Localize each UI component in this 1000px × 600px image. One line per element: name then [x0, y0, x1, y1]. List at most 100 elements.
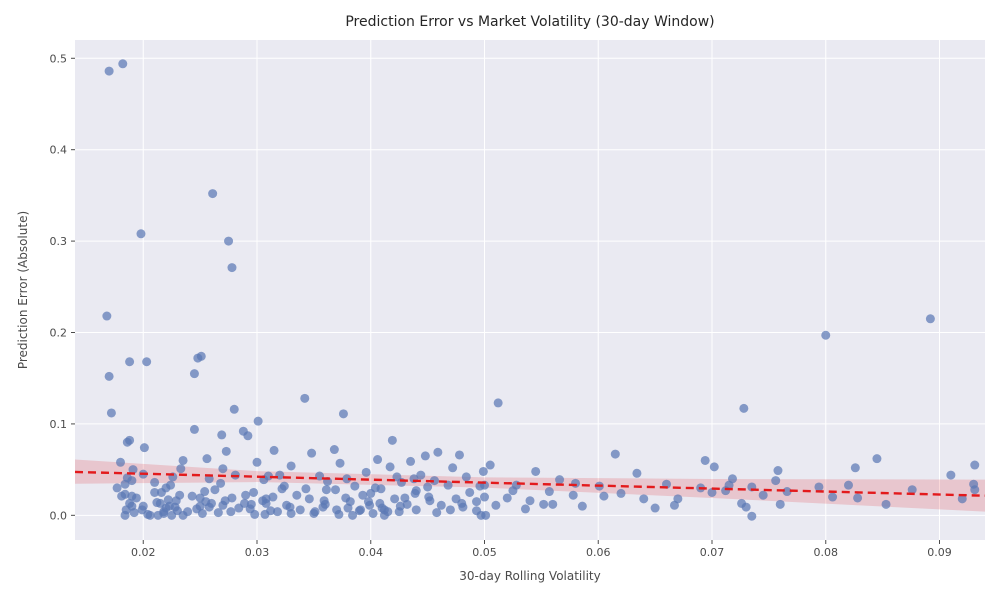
scatter-point: [105, 372, 114, 381]
scatter-point: [150, 478, 159, 487]
scatter-point: [673, 494, 682, 503]
scatter-point: [872, 454, 881, 463]
scatter-point: [821, 331, 830, 340]
scatter-point: [412, 486, 421, 495]
x-tick-label: 0.08: [814, 546, 839, 559]
y-tick-label: 0.0: [50, 509, 68, 522]
scatter-point: [270, 446, 279, 455]
scatter-point: [545, 487, 554, 496]
scatter-point: [125, 357, 134, 366]
scatter-point: [599, 492, 608, 501]
scatter-point: [494, 398, 503, 407]
scatter-point: [202, 454, 211, 463]
scatter-point: [457, 499, 466, 508]
scatter-point: [371, 483, 380, 492]
x-tick-label: 0.06: [586, 546, 611, 559]
scatter-point: [356, 505, 365, 514]
scatter-point: [844, 481, 853, 490]
scatter-point: [926, 314, 935, 323]
y-tick-label: 0.1: [50, 418, 68, 431]
scatter-point: [230, 405, 239, 414]
scatter-point: [197, 352, 206, 361]
scatter-point: [179, 456, 188, 465]
scatter-point: [383, 507, 392, 516]
scatter-point: [424, 493, 433, 502]
scatter-point: [539, 500, 548, 509]
scatter-point: [555, 475, 564, 484]
scatter-point: [162, 504, 171, 513]
scatter-point: [531, 467, 540, 476]
chart-svg: 0.020.030.040.050.060.070.080.090.00.10.…: [0, 0, 1000, 600]
scatter-point: [710, 462, 719, 471]
scatter-point: [192, 504, 201, 513]
scatter-point: [412, 505, 421, 514]
scatter-point: [217, 430, 226, 439]
scatter-point: [318, 503, 327, 512]
scatter-point: [446, 505, 455, 514]
scatter-point: [301, 484, 310, 493]
scatter-point: [771, 476, 780, 485]
scatter-point: [526, 496, 535, 505]
scatter-point: [639, 494, 648, 503]
x-tick-label: 0.09: [927, 546, 952, 559]
scatter-point: [433, 448, 442, 457]
scatter-point: [216, 479, 225, 488]
scatter-point: [486, 461, 495, 470]
scatter-point: [369, 509, 378, 518]
scatter-point: [107, 408, 116, 417]
scatter-point: [331, 485, 340, 494]
scatter-point: [243, 431, 252, 440]
scatter-point: [305, 494, 314, 503]
plot-area: [75, 40, 985, 540]
scatter-point: [346, 497, 355, 506]
scatter-point: [465, 488, 474, 497]
scatter-point: [190, 425, 199, 434]
chart-title: Prediction Error vs Market Volatility (3…: [345, 14, 714, 30]
scatter-point: [113, 483, 122, 492]
scatter-point: [416, 471, 425, 480]
scatter-point: [651, 504, 660, 513]
scatter-point: [747, 512, 756, 521]
scatter-point: [118, 59, 127, 68]
scatter-point: [152, 498, 161, 507]
scatter-point: [472, 497, 481, 506]
scatter-point: [254, 417, 263, 426]
scatter-point: [339, 409, 348, 418]
scatter-point: [776, 500, 785, 509]
scatter-point: [853, 493, 862, 502]
scatter-point: [176, 464, 185, 473]
scatter-point: [322, 485, 331, 494]
scatter-point: [373, 455, 382, 464]
scatter-point: [521, 504, 530, 513]
scatter-point: [300, 394, 309, 403]
scatter-point: [218, 464, 227, 473]
scatter-point: [227, 263, 236, 272]
scatter-point: [292, 491, 301, 500]
scatter-point: [739, 404, 748, 413]
scatter-point: [127, 476, 136, 485]
scatter-point: [116, 458, 125, 467]
scatter-point: [125, 499, 134, 508]
scatter-point: [273, 507, 282, 516]
scatter-point: [190, 369, 199, 378]
scatter-point: [224, 237, 233, 246]
scatter-point: [362, 468, 371, 477]
scatter-point: [336, 459, 345, 468]
scatter-point: [307, 449, 316, 458]
scatter-point: [330, 445, 339, 454]
scatter-point: [167, 511, 176, 520]
scatter-point: [480, 493, 489, 502]
x-tick-label: 0.02: [131, 546, 156, 559]
scatter-point: [249, 488, 258, 497]
scatter-point: [241, 491, 250, 500]
scatter-point: [828, 493, 837, 502]
scatter-point: [332, 505, 341, 514]
scatter-point: [396, 502, 405, 511]
scatter-point: [421, 451, 430, 460]
scatter-point: [970, 485, 979, 494]
scatter-point: [136, 229, 145, 238]
scatter-point: [814, 482, 823, 491]
scatter-point: [882, 500, 891, 509]
scatter-point: [350, 482, 359, 491]
scatter-point: [208, 189, 217, 198]
